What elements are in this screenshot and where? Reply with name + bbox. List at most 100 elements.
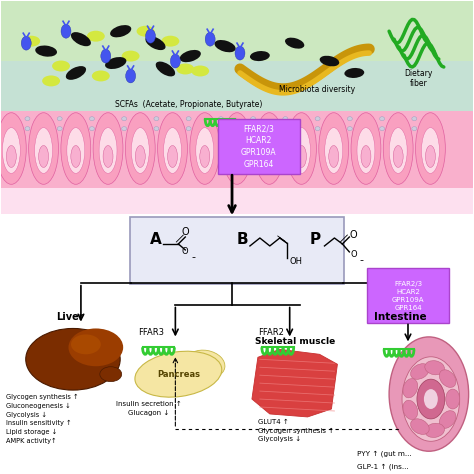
FancyBboxPatch shape: [218, 118, 300, 174]
Ellipse shape: [412, 117, 417, 121]
Ellipse shape: [186, 117, 191, 121]
Ellipse shape: [421, 128, 439, 173]
Ellipse shape: [315, 127, 320, 131]
Text: PYY ↑ (gut m...: PYY ↑ (gut m...: [357, 451, 412, 457]
Text: -: -: [191, 252, 195, 262]
Ellipse shape: [251, 117, 255, 121]
Ellipse shape: [402, 357, 460, 441]
Ellipse shape: [410, 419, 429, 434]
Ellipse shape: [122, 51, 139, 62]
Text: OH: OH: [290, 257, 303, 266]
Text: FFAR2/3
HCAR2
GPR109A
GPR164: FFAR2/3 HCAR2 GPR109A GPR164: [241, 124, 277, 169]
Ellipse shape: [35, 46, 57, 57]
Ellipse shape: [122, 117, 127, 121]
Ellipse shape: [131, 128, 149, 173]
Bar: [1, 111, 473, 190]
Ellipse shape: [66, 66, 86, 80]
Ellipse shape: [250, 51, 270, 61]
Ellipse shape: [219, 127, 223, 131]
Ellipse shape: [90, 127, 94, 131]
Ellipse shape: [25, 117, 30, 121]
Text: P: P: [310, 232, 321, 247]
Ellipse shape: [200, 146, 210, 167]
Bar: [1, 214, 473, 473]
Ellipse shape: [87, 31, 105, 42]
Ellipse shape: [205, 32, 215, 46]
Ellipse shape: [347, 117, 352, 121]
Text: FFAR2: FFAR2: [258, 328, 284, 337]
Ellipse shape: [122, 127, 127, 131]
Ellipse shape: [52, 61, 70, 72]
Ellipse shape: [232, 146, 242, 167]
Ellipse shape: [154, 117, 159, 121]
Ellipse shape: [71, 335, 101, 354]
Ellipse shape: [383, 113, 413, 184]
Ellipse shape: [412, 127, 417, 131]
Ellipse shape: [170, 54, 180, 68]
Ellipse shape: [283, 127, 288, 131]
Ellipse shape: [135, 351, 222, 397]
Ellipse shape: [28, 113, 58, 184]
Ellipse shape: [92, 71, 110, 82]
Ellipse shape: [180, 50, 201, 62]
Ellipse shape: [380, 117, 384, 121]
Ellipse shape: [71, 146, 81, 167]
Ellipse shape: [167, 146, 177, 167]
Ellipse shape: [255, 113, 284, 184]
Ellipse shape: [403, 379, 418, 398]
Ellipse shape: [61, 24, 71, 38]
Ellipse shape: [69, 328, 123, 366]
Text: O: O: [182, 247, 189, 256]
Ellipse shape: [410, 364, 429, 379]
Ellipse shape: [424, 389, 438, 409]
Ellipse shape: [319, 56, 339, 66]
Ellipse shape: [347, 127, 352, 131]
Ellipse shape: [292, 128, 310, 173]
Ellipse shape: [125, 113, 155, 184]
Ellipse shape: [38, 146, 48, 167]
Ellipse shape: [357, 128, 375, 173]
Ellipse shape: [26, 328, 120, 390]
Ellipse shape: [439, 370, 456, 387]
Ellipse shape: [416, 113, 446, 184]
Ellipse shape: [164, 128, 182, 173]
Ellipse shape: [222, 113, 252, 184]
Ellipse shape: [0, 113, 26, 184]
Ellipse shape: [191, 65, 209, 76]
Text: O: O: [350, 250, 356, 259]
Ellipse shape: [389, 337, 469, 451]
Bar: [1, 61, 473, 121]
Ellipse shape: [22, 36, 40, 46]
Ellipse shape: [158, 113, 187, 184]
Ellipse shape: [185, 350, 225, 378]
Text: SCFAs  (Acetate, Propionate, Butyrate): SCFAs (Acetate, Propionate, Butyrate): [115, 100, 262, 109]
Ellipse shape: [319, 113, 349, 184]
Ellipse shape: [101, 49, 111, 63]
Text: Skeletal muscle: Skeletal muscle: [255, 337, 335, 346]
Ellipse shape: [285, 37, 304, 49]
Ellipse shape: [100, 367, 122, 382]
Text: Glycogen synthesis ↑
Gluconeogenesis ↓
Glycolysis ↓
Insulin sensitivity ↑
Lipid : Glycogen synthesis ↑ Gluconeogenesis ↓ G…: [6, 394, 79, 444]
FancyBboxPatch shape: [367, 268, 449, 323]
Ellipse shape: [176, 64, 194, 74]
Ellipse shape: [325, 128, 343, 173]
Ellipse shape: [93, 113, 123, 184]
Text: O: O: [349, 230, 357, 240]
Ellipse shape: [251, 127, 255, 131]
Text: O: O: [182, 227, 189, 237]
Ellipse shape: [35, 128, 53, 173]
Ellipse shape: [403, 400, 418, 419]
Ellipse shape: [25, 127, 30, 131]
Ellipse shape: [154, 127, 159, 131]
Ellipse shape: [351, 113, 381, 184]
Ellipse shape: [235, 46, 245, 60]
Ellipse shape: [110, 25, 131, 37]
Text: FFAR2/3
HCAR2
GPR109A
GPR164: FFAR2/3 HCAR2 GPR109A GPR164: [392, 281, 424, 310]
Text: GLUT4 ↑
Glycogen synthesis ↑
Glycolysis ↓: GLUT4 ↑ Glycogen synthesis ↑ Glycolysis …: [258, 419, 334, 442]
Ellipse shape: [57, 127, 62, 131]
Ellipse shape: [103, 146, 113, 167]
Text: FFAR3: FFAR3: [138, 328, 164, 337]
Ellipse shape: [329, 146, 339, 167]
Ellipse shape: [439, 410, 456, 428]
Text: Insulin secretion ↑
Glucagon ↓: Insulin secretion ↑ Glucagon ↓: [116, 401, 182, 416]
